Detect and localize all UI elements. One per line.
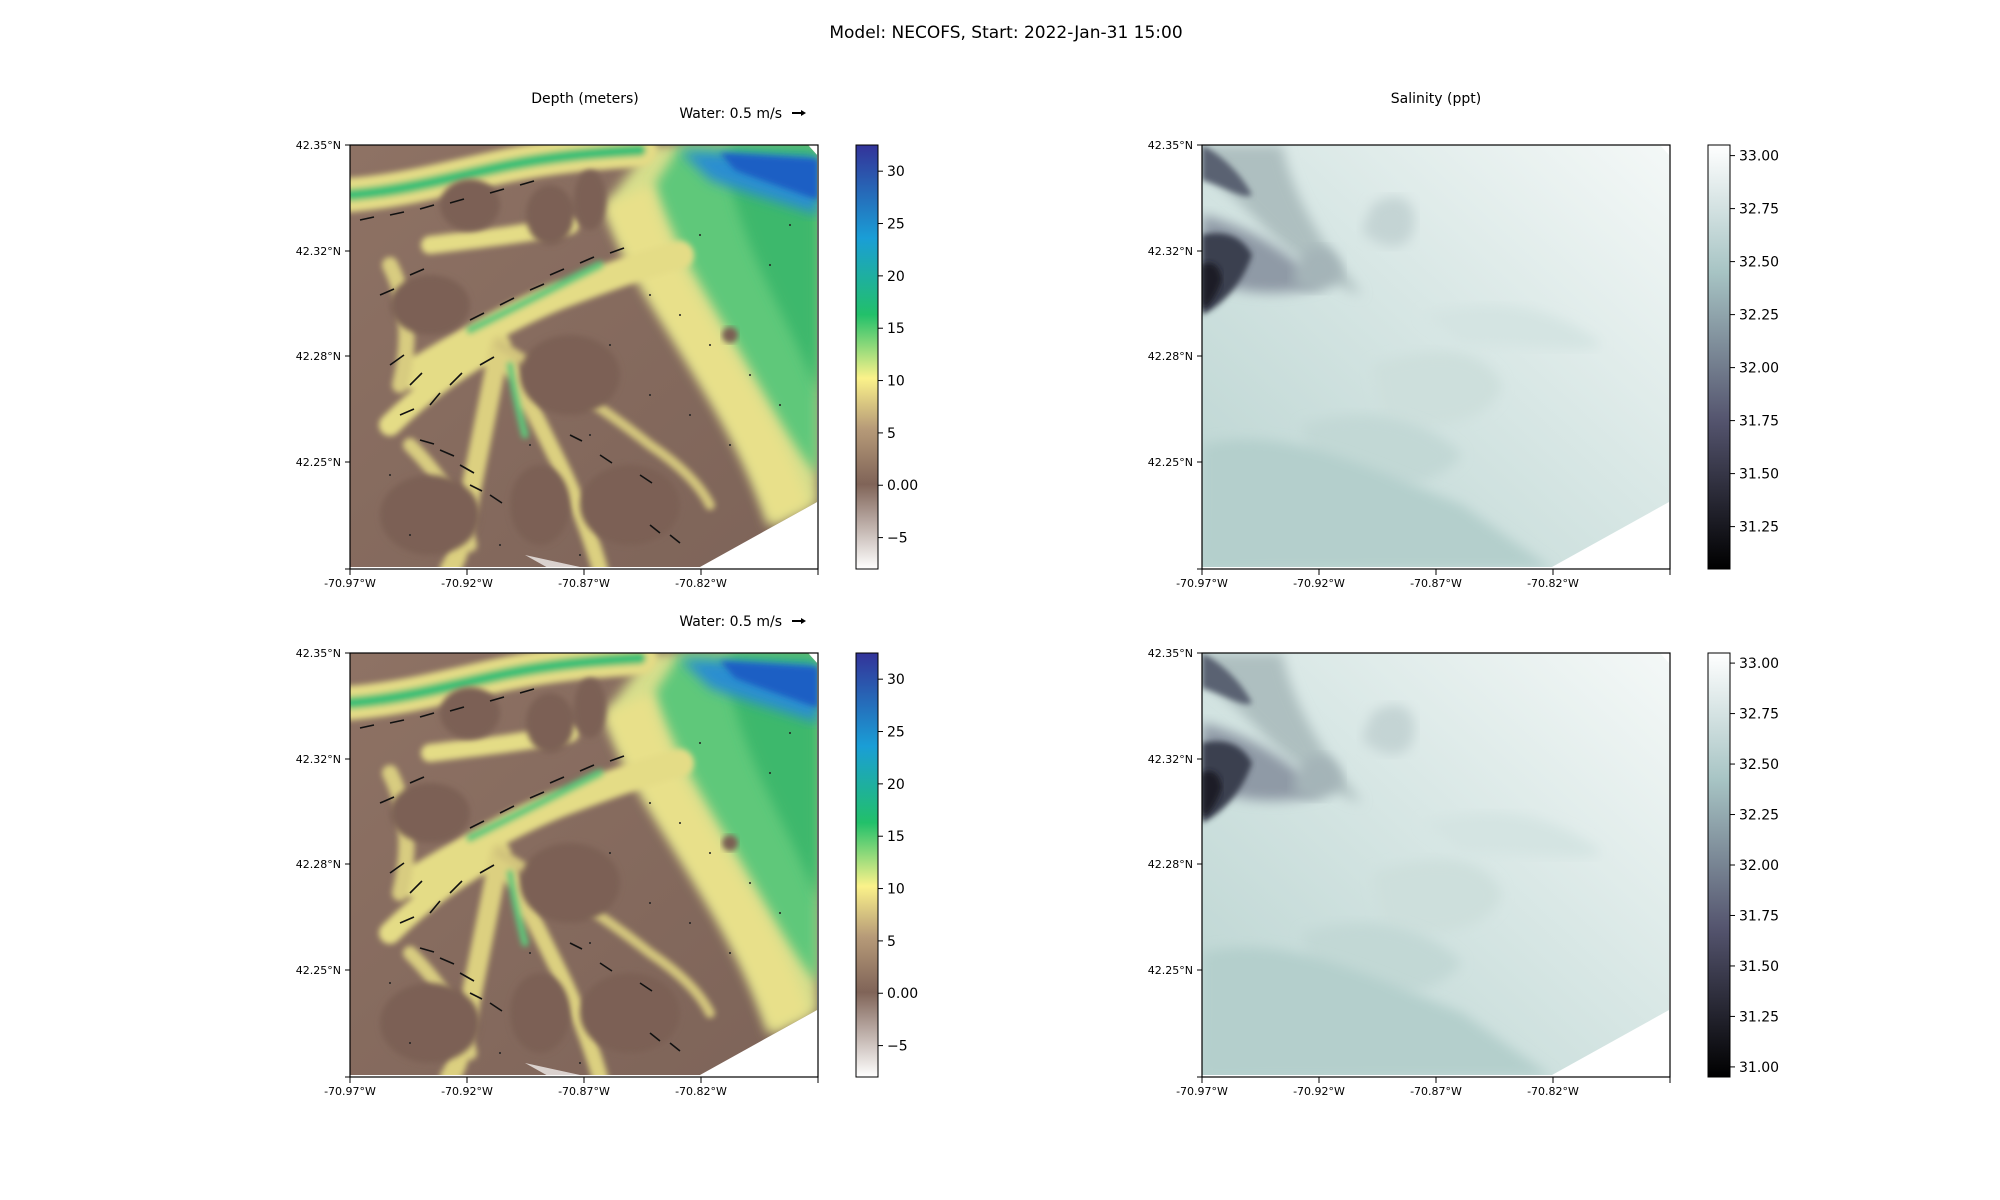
- lon-tick-label: -70.87°W: [1410, 577, 1462, 590]
- colorbar-tick-label: 30: [887, 164, 905, 180]
- lat-tick-label: 42.25°N: [296, 964, 341, 977]
- colorbar-tick-label: 20: [887, 269, 905, 285]
- lat-tick-label: 42.35°N: [1148, 647, 1193, 660]
- tail-notch: [525, 1063, 580, 1075]
- lon-tick-label: -70.82°W: [1527, 577, 1579, 590]
- lon-tick-label: -70.97°W: [324, 1085, 376, 1098]
- salinity-column-title: Salinity (ppt): [1391, 91, 1481, 107]
- colorbar-tick-label: 5: [887, 934, 896, 950]
- colorbar-tick-label: 32.50: [1739, 255, 1779, 271]
- lat-tick-label: 42.25°N: [296, 456, 341, 469]
- depth-colorbar-top: −5 0.00 5 10 15 20 25 30: [855, 144, 918, 570]
- colorbar-tick-label: 32.75: [1739, 202, 1779, 218]
- lat-tick-label: 42.25°N: [1148, 964, 1193, 977]
- colorbar-tick-label: 0.00: [887, 986, 918, 1002]
- lon-tick-label: -70.97°W: [1176, 577, 1228, 590]
- lon-tick-label: -70.92°W: [1293, 577, 1345, 590]
- suptitle: Model: NECOFS, Start: 2022-Jan-31 15:00: [829, 23, 1182, 43]
- depth-colorbar-bottom: −5 0.00 5 10 15 20 25 30: [855, 652, 918, 1078]
- lat-tick-label: 42.35°N: [296, 647, 341, 660]
- lon-tick-label: -70.82°W: [675, 1085, 727, 1098]
- colorbar-tick-label: 33.00: [1739, 656, 1779, 672]
- lon-tick-label: -70.82°W: [675, 577, 727, 590]
- colorbar-tick-label: 31.25: [1739, 520, 1779, 536]
- lat-tick-label: 42.35°N: [1148, 139, 1193, 152]
- colorbar-tick-label: 31.75: [1739, 908, 1779, 924]
- depth-map: [350, 145, 818, 569]
- depth-panel-top: Water: 0.5 m/s 42.35°N 42.32°N 42.28°N 42.2…: [296, 106, 819, 590]
- lat-tick-label: 42.25°N: [1148, 456, 1193, 469]
- salinity-panel-bottom: 42.35°N 42.32°N 42.28°N 42.25°N -70.97°W -70…: [1148, 647, 1671, 1098]
- lon-tick-label: -70.87°W: [1410, 1085, 1462, 1098]
- colorbar-tick-label: 33.00: [1739, 149, 1779, 165]
- lat-tick-label: 42.35°N: [296, 139, 341, 152]
- tail-notch: [525, 555, 580, 567]
- lat-tick-label: 42.28°N: [1148, 350, 1193, 363]
- salinity-colorbar-top: 31.25 31.50 31.75 32.00 32.25 32.50 32.75 33.00: [1707, 144, 1779, 570]
- colorbar-tick-label: 32.75: [1739, 707, 1779, 723]
- colorbar-tick-label: 32.50: [1739, 757, 1779, 773]
- salinity-map: [1202, 653, 1670, 1077]
- colorbar-tick-label: 25: [887, 725, 905, 741]
- colorbar-tick-label: 31.00: [1739, 1060, 1779, 1076]
- depth-panel-bottom: Water: 0.5 m/s 42.35°N 42.32°N 42.28°N 42.2…: [296, 614, 819, 1098]
- colorbar-tick-label: 15: [887, 321, 905, 337]
- lon-tick-label: -70.97°W: [324, 577, 376, 590]
- colorbar-tick-label: 25: [887, 217, 905, 233]
- colorbar-tick-label: 20: [887, 777, 905, 793]
- colorbar-tick-label: 0.00: [887, 478, 918, 494]
- lat-tick-label: 42.28°N: [296, 350, 341, 363]
- colorbar-tick-label: 31.75: [1739, 414, 1779, 430]
- colorbar-tick-label: −5: [887, 531, 908, 547]
- colorbar-tick-label: 32.25: [1739, 808, 1779, 824]
- colorbar-tick-label: 32.00: [1739, 361, 1779, 377]
- colorbar-tick-label: 10: [887, 374, 905, 390]
- colorbar-tick-label: 31.50: [1739, 467, 1779, 483]
- salinity-map: [1202, 145, 1670, 569]
- colorbar-tick-label: 31.50: [1739, 959, 1779, 975]
- lon-tick-label: -70.82°W: [1527, 1085, 1579, 1098]
- lat-tick-label: 42.32°N: [1148, 245, 1193, 258]
- depth-map: [350, 653, 818, 1077]
- lon-tick-label: -70.87°W: [558, 1085, 610, 1098]
- colorbar-tick-label: 30: [887, 672, 905, 688]
- quiver-key-label: Water: 0.5 m/s: [679, 106, 782, 122]
- quiver-key-arrow: [792, 110, 806, 116]
- quiver-key-arrow: [792, 618, 806, 624]
- quiver-key-label: Water: 0.5 m/s: [679, 614, 782, 630]
- lon-tick-label: -70.92°W: [441, 1085, 493, 1098]
- salinity-colorbar-bottom: 31.00 31.25 31.50 31.75 32.00 32.25 32.50 32.75…: [1707, 652, 1779, 1078]
- lon-tick-label: -70.92°W: [441, 577, 493, 590]
- lat-tick-label: 42.32°N: [296, 753, 341, 766]
- colorbar-tick-label: 32.25: [1739, 308, 1779, 324]
- lon-tick-label: -70.92°W: [1293, 1085, 1345, 1098]
- lat-tick-label: 42.32°N: [1148, 753, 1193, 766]
- colorbar-tick-label: 32.00: [1739, 858, 1779, 874]
- colorbar-tick-label: 5: [887, 426, 896, 442]
- lat-tick-label: 42.32°N: [296, 245, 341, 258]
- lon-tick-label: -70.87°W: [558, 577, 610, 590]
- colorbar-tick-label: −5: [887, 1039, 908, 1055]
- colorbar-tick-label: 15: [887, 829, 905, 845]
- colorbar-tick-label: 10: [887, 882, 905, 898]
- depth-column-title: Depth (meters): [531, 91, 638, 107]
- lat-tick-label: 42.28°N: [1148, 858, 1193, 871]
- lon-tick-label: -70.97°W: [1176, 1085, 1228, 1098]
- lat-tick-label: 42.28°N: [296, 858, 341, 871]
- colorbar-tick-label: 31.25: [1739, 1009, 1779, 1025]
- salinity-panel-top: 42.35°N 42.32°N 42.28°N 42.25°N -70.97°W -70…: [1148, 139, 1671, 590]
